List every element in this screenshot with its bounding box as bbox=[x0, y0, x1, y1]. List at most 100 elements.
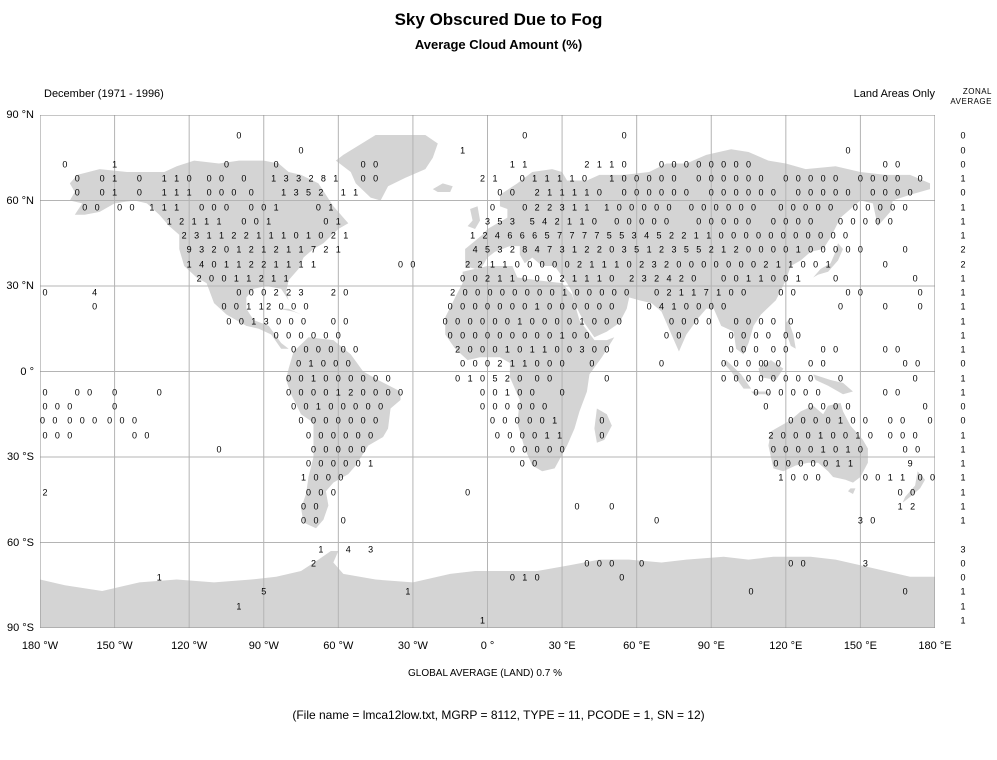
zonal-average-value: 1 bbox=[960, 615, 966, 626]
grid-cell-value: 1 bbox=[186, 259, 192, 270]
grid-cell-value: 0 bbox=[867, 430, 873, 441]
zonal-header-line1: ZONAL bbox=[962, 87, 992, 96]
grid-cell-value: 0 bbox=[790, 287, 796, 298]
grid-cell-value: 0 bbox=[554, 344, 560, 355]
grid-cell-value: 0 bbox=[857, 444, 863, 455]
grid-cell-value: 0 bbox=[343, 430, 349, 441]
grid-cell-value: 0 bbox=[467, 316, 473, 327]
x-axis-tick-label: 180 °W bbox=[21, 640, 59, 652]
grid-cell-value: 1 bbox=[534, 301, 540, 312]
grid-cell-value: 0 bbox=[497, 330, 503, 341]
grid-cell-value: 0 bbox=[902, 202, 908, 213]
grid-cell-value: 0 bbox=[800, 259, 806, 270]
grid-cell-value: 0 bbox=[313, 515, 319, 526]
grid-cell-value: 0 bbox=[646, 173, 652, 184]
grid-cell-value: 0 bbox=[325, 472, 331, 483]
grid-cell-value: 0 bbox=[67, 415, 73, 426]
grid-cell-value: 3 bbox=[283, 173, 289, 184]
grid-cell-value: 0 bbox=[67, 401, 73, 412]
grid-cell-value: 0 bbox=[783, 344, 789, 355]
grid-cell-value: 1 bbox=[223, 259, 230, 270]
grid-cell-value: 0 bbox=[353, 401, 359, 412]
grid-cell-value: 1 bbox=[609, 173, 615, 184]
grid-cell-value: 0 bbox=[559, 387, 565, 398]
grid-cell-value: 0 bbox=[298, 145, 304, 156]
grid-cell-value: 0 bbox=[758, 316, 764, 327]
grid-cell-value: 2 bbox=[181, 230, 187, 241]
y-axis-tick-label: 60 °S bbox=[6, 536, 34, 549]
grid-cell-value: 0 bbox=[92, 415, 98, 426]
zonal-average-value: 0 bbox=[960, 401, 966, 412]
grid-cell-value: 0 bbox=[701, 259, 707, 270]
grid-cell-value: 0 bbox=[42, 287, 48, 298]
zonal-average-value: 0 bbox=[960, 159, 966, 170]
grid-cell-value: 0 bbox=[790, 202, 796, 213]
grid-cell-value: 1 bbox=[246, 301, 252, 312]
grid-cell-value: 1 bbox=[795, 244, 801, 255]
grid-cell-value: 0 bbox=[882, 344, 888, 355]
grid-cell-value: 2 bbox=[666, 287, 672, 298]
grid-cell-value: 0 bbox=[253, 216, 259, 227]
grid-cell-value: 4 bbox=[472, 244, 478, 255]
grid-cell-value: 0 bbox=[783, 273, 789, 284]
grid-cell-value: 0 bbox=[517, 373, 523, 384]
grid-cell-value: 3 bbox=[671, 244, 677, 255]
grid-cell-value: 0 bbox=[318, 458, 324, 469]
grid-cell-value: 0 bbox=[833, 173, 839, 184]
grid-cell-value: 0 bbox=[519, 430, 525, 441]
grid-cell-value: 0 bbox=[837, 301, 844, 312]
grid-cell-value: 0 bbox=[728, 330, 734, 341]
grid-cell-value: 0 bbox=[778, 202, 784, 213]
grid-cell-value: 0 bbox=[745, 216, 752, 227]
grid-cell-value: 0 bbox=[654, 287, 660, 298]
grid-cell-value: 0 bbox=[773, 458, 779, 469]
grid-cell-value: 1 bbox=[584, 273, 590, 284]
grid-cell-value: 0 bbox=[261, 287, 267, 298]
grid-cell-value: 0 bbox=[136, 173, 142, 184]
grid-cell-value: 1 bbox=[845, 444, 851, 455]
world-map bbox=[40, 115, 935, 628]
grid-cell-value: 1 bbox=[266, 216, 272, 227]
grid-cell-value: 0 bbox=[895, 173, 901, 184]
grid-cell-value: 0 bbox=[805, 230, 811, 241]
grid-cell-value: 1 bbox=[112, 187, 118, 198]
grid-cell-value: 3 bbox=[263, 316, 269, 327]
grid-cell-value: 2 bbox=[910, 501, 916, 512]
grid-cell-value: 3 bbox=[497, 244, 503, 255]
grid-cell-value: 0 bbox=[745, 316, 752, 327]
grid-cell-value: 0 bbox=[484, 358, 491, 369]
grid-cell-value: 1 bbox=[335, 216, 341, 227]
grid-cell-value: 0 bbox=[609, 301, 615, 312]
zonal-average-value: 2 bbox=[960, 259, 966, 270]
grid-cell-value: 0 bbox=[186, 173, 192, 184]
grid-cell-value: 0 bbox=[52, 415, 58, 426]
grid-cell-value: 2 bbox=[504, 373, 510, 384]
grid-cell-value: 0 bbox=[696, 216, 702, 227]
grid-cell-value: 0 bbox=[795, 330, 801, 341]
zonal-average-value: 1 bbox=[960, 487, 966, 498]
grid-cell-value: 1 bbox=[837, 415, 844, 426]
grid-cell-value: 0 bbox=[741, 330, 747, 341]
grid-cell-value: 0 bbox=[591, 316, 597, 327]
grid-cell-value: 2 bbox=[266, 301, 272, 312]
grid-cell-value: 0 bbox=[917, 173, 923, 184]
grid-cell-value: 0 bbox=[830, 430, 836, 441]
grid-cell-value: 0 bbox=[837, 373, 844, 384]
grid-cell-value: 0 bbox=[504, 316, 510, 327]
grid-cell-value: 1 bbox=[310, 259, 317, 270]
grid-cell-value: 0 bbox=[492, 316, 498, 327]
grid-cell-value: 0 bbox=[211, 202, 217, 213]
grid-cell-value: 0 bbox=[770, 444, 776, 455]
grid-cell-value: 0 bbox=[845, 244, 851, 255]
grid-cell-value: 0 bbox=[509, 301, 515, 312]
grid-cell-value: 1 bbox=[112, 173, 118, 184]
grid-cell-value: 1 bbox=[112, 159, 118, 170]
grid-cell-value: 0 bbox=[534, 330, 540, 341]
grid-cell-value: 0 bbox=[768, 230, 774, 241]
grid-cell-value: 0 bbox=[733, 187, 739, 198]
grid-cell-value: 0 bbox=[895, 187, 901, 198]
grid-cell-value: 5 bbox=[696, 244, 702, 255]
grid-cell-value: 0 bbox=[261, 202, 267, 213]
grid-cell-value: 1 bbox=[489, 259, 496, 270]
grid-cell-value: 3 bbox=[862, 558, 868, 569]
